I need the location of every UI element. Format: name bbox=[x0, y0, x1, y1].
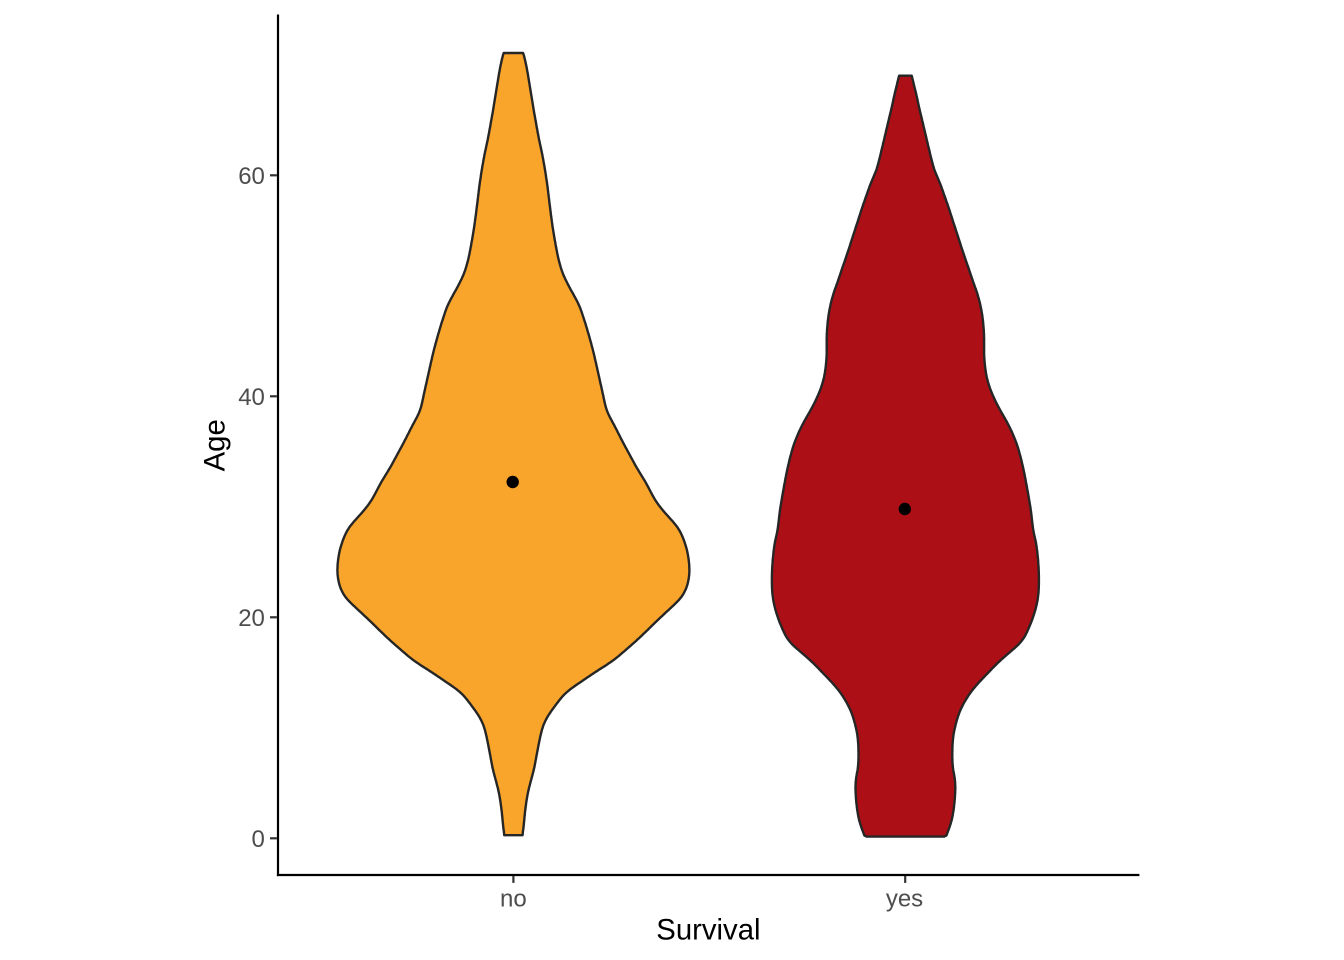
svg-text:Age: Age bbox=[198, 419, 231, 471]
svg-text:0: 0 bbox=[252, 826, 265, 853]
svg-text:Survival: Survival bbox=[656, 914, 760, 947]
svg-text:yes: yes bbox=[886, 885, 923, 912]
svg-text:60: 60 bbox=[238, 163, 265, 190]
svg-text:no: no bbox=[500, 885, 527, 912]
svg-text:40: 40 bbox=[238, 384, 265, 411]
svg-text:20: 20 bbox=[238, 605, 265, 632]
